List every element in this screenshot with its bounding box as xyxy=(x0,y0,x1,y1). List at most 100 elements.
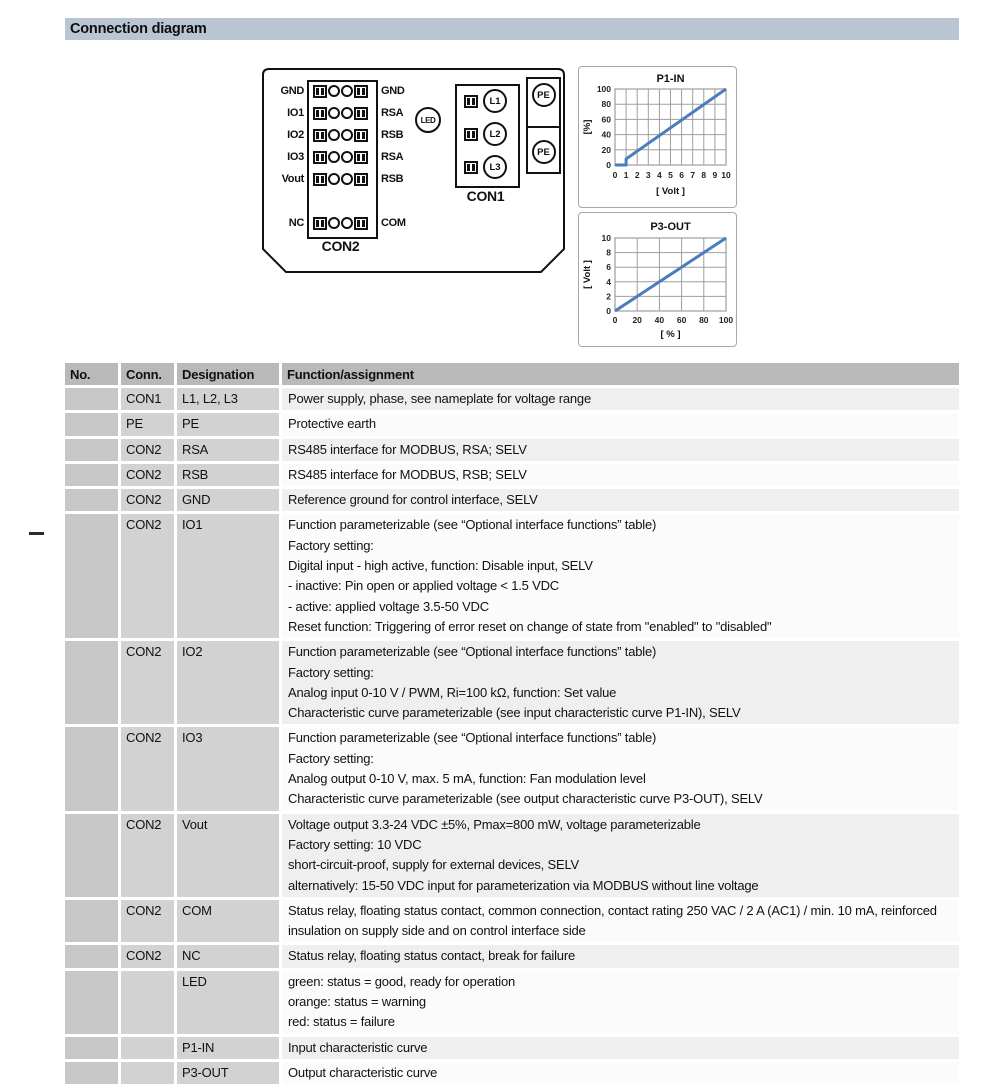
chart-title: P3-OUT xyxy=(650,221,691,233)
pin-label-io2: IO2 xyxy=(287,129,304,141)
table-cell-designation: Vout xyxy=(177,813,279,897)
x-tick-label: 8 xyxy=(701,170,706,180)
table-cell-function: Power supply, phase, see nameplate for v… xyxy=(282,388,959,411)
table-cell-function: Output characteristic curve xyxy=(282,1061,959,1085)
table-cell-conn: CON2 xyxy=(121,813,174,897)
table-row: CON2 IO2 Function parameterizable (see “Op… xyxy=(65,641,959,725)
header-no: No. xyxy=(65,363,118,385)
table-row: CON1 L1, L2, L3 Power supply, phase, see n… xyxy=(65,388,959,411)
function-line: Digital input - high active, function: D… xyxy=(288,558,593,574)
function-line: Voltage output 3.3-24 VDC ±5%, Pmax=800 … xyxy=(288,816,701,832)
terminal-icon xyxy=(313,150,327,164)
table-cell-conn: CON2 xyxy=(121,899,174,943)
table-cell-no xyxy=(65,413,118,436)
terminal-icon xyxy=(354,150,368,164)
function-line: Analog input 0-10 V / PWM, Ri=100 kΩ, fu… xyxy=(288,684,617,700)
y-tick-label: 4 xyxy=(606,277,611,287)
function-line: Output characteristic curve xyxy=(288,1064,438,1080)
function-line: Reset function: Triggering of error rese… xyxy=(288,618,772,634)
pe-circle: PE xyxy=(531,83,556,107)
y-axis-label: [ Volt ] xyxy=(582,260,593,289)
phase-l1-circle: L1 xyxy=(483,89,507,113)
y-tick-label: 20 xyxy=(602,145,612,155)
x-tick-label: 4 xyxy=(657,170,662,180)
x-tick-label: 3 xyxy=(646,170,651,180)
table-cell-function: Function parameterizable (see “Optional … xyxy=(282,641,959,725)
table-cell-function: Voltage output 3.3-24 VDC ±5%, Pmax=800 … xyxy=(282,813,959,897)
function-line: - inactive: Pin open or applied voltage … xyxy=(288,578,559,594)
table-cell-conn: CON2 xyxy=(121,489,174,512)
function-line: Reference ground for control interface, … xyxy=(288,492,538,508)
x-tick-label: 80 xyxy=(699,315,709,325)
table-cell-designation: PE xyxy=(177,413,279,436)
header-conn: Conn. xyxy=(121,363,174,385)
terminal-icon xyxy=(464,127,478,141)
function-line: Status relay, floating status contact, b… xyxy=(288,948,575,964)
table-cell-conn: CON2 xyxy=(121,945,174,968)
section-header: Connection diagram xyxy=(65,18,959,40)
table-cell-conn: CON2 xyxy=(121,514,174,639)
table-row: PE PE Protective earth xyxy=(65,413,959,436)
connection-table: No. Conn. Designation Function/assignmen… xyxy=(62,360,962,1087)
con1-label: CON1 xyxy=(466,188,505,204)
terminal-icon xyxy=(354,172,368,186)
table-row: CON2 IO1 Function parameterizable (see “Op… xyxy=(65,514,959,639)
terminal-icon xyxy=(354,84,368,98)
table-cell-function: Reference ground for control interface, … xyxy=(282,489,959,512)
function-line: Characteristic curve parameterizable (se… xyxy=(288,791,763,807)
x-tick-label: 5 xyxy=(668,170,673,180)
function-line: orange: status = warning xyxy=(288,994,426,1010)
table-row: CON2 COM Status relay, floating status con… xyxy=(65,899,959,943)
wire-hole-icon xyxy=(328,173,340,185)
function-line: short-circuit-proof, supply for external… xyxy=(288,857,579,873)
x-axis-label: [ % ] xyxy=(660,329,680,340)
y-axis-label: [%] xyxy=(582,120,593,135)
x-tick-label: 20 xyxy=(632,315,642,325)
function-line: red: status = failure xyxy=(288,1014,395,1030)
pe-terminal-top: PE xyxy=(526,77,561,128)
function-line: alternatively: 15-50 VDC input for param… xyxy=(288,877,759,893)
table-cell-function: green: status = good, ready for operatio… xyxy=(282,970,959,1034)
x-tick-label: 100 xyxy=(719,315,733,325)
y-tick-label: 2 xyxy=(606,291,611,301)
wire-hole-icon xyxy=(328,129,340,141)
table-row: CON2 Vout Voltage output 3.3-24 VDC ±5%, P… xyxy=(65,813,959,897)
table-cell-designation: P3-OUT xyxy=(177,1061,279,1085)
x-tick-label: 0 xyxy=(613,315,618,325)
function-line: Protective earth xyxy=(288,416,376,432)
con2-label: CON2 xyxy=(321,238,360,254)
pin-label-gnd2: GND xyxy=(381,85,405,97)
pin-label-rsb: RSB xyxy=(381,129,404,141)
terminal-icon xyxy=(464,94,478,108)
terminal-icon xyxy=(313,216,327,230)
table-cell-designation: COM xyxy=(177,899,279,943)
table-cell-conn: CON1 xyxy=(121,388,174,411)
table-cell-function: Protective earth xyxy=(282,413,959,436)
table-cell-designation: IO1 xyxy=(177,514,279,639)
wire-hole-icon xyxy=(341,173,353,185)
pin-label-vout: Vout xyxy=(281,173,305,185)
table-row: CON2 RSB RS485 interface for MODBUS, RSB; … xyxy=(65,463,959,487)
plot-border xyxy=(614,237,727,312)
y-tick-label: 10 xyxy=(602,233,612,243)
x-tick-label: 10 xyxy=(721,170,731,180)
x-tick-label: 7 xyxy=(690,170,695,180)
table-cell-conn: CON2 xyxy=(121,463,174,487)
chart-p1-in: 0 1 2 3 4 5 6 7 8 9 10 0 20 40 60 80 100 P1-IN[ Volt ] [%] xyxy=(578,66,737,208)
wire-hole-icon xyxy=(341,107,353,119)
pin-label-nc: NC xyxy=(288,217,305,229)
table-cell-no xyxy=(65,945,118,968)
function-line: Factory setting: xyxy=(288,537,374,553)
table-cell-function: RS485 interface for MODBUS, RSA; SELV xyxy=(282,438,959,461)
pin-label-com: COM xyxy=(381,217,406,229)
connection-diagram: GND IO1 IO2 IO3 Vout NC GND RSA RSB RSA … xyxy=(262,68,565,273)
pe-circle: PE xyxy=(531,140,556,164)
function-line: Status relay, floating status contact, c… xyxy=(288,902,937,939)
x-tick-label: 2 xyxy=(635,170,640,180)
table-cell-conn xyxy=(121,970,174,1034)
p3-out-plot: 0 20 40 60 80 100 0 2 4 6 8 10 P3-OUT [ % ] [ Volt ] xyxy=(582,221,733,340)
con1-row: L2 xyxy=(458,122,513,146)
x-tick-label: 60 xyxy=(677,315,687,325)
table-cell-designation: RSB xyxy=(177,463,279,487)
plot-border xyxy=(614,88,727,166)
